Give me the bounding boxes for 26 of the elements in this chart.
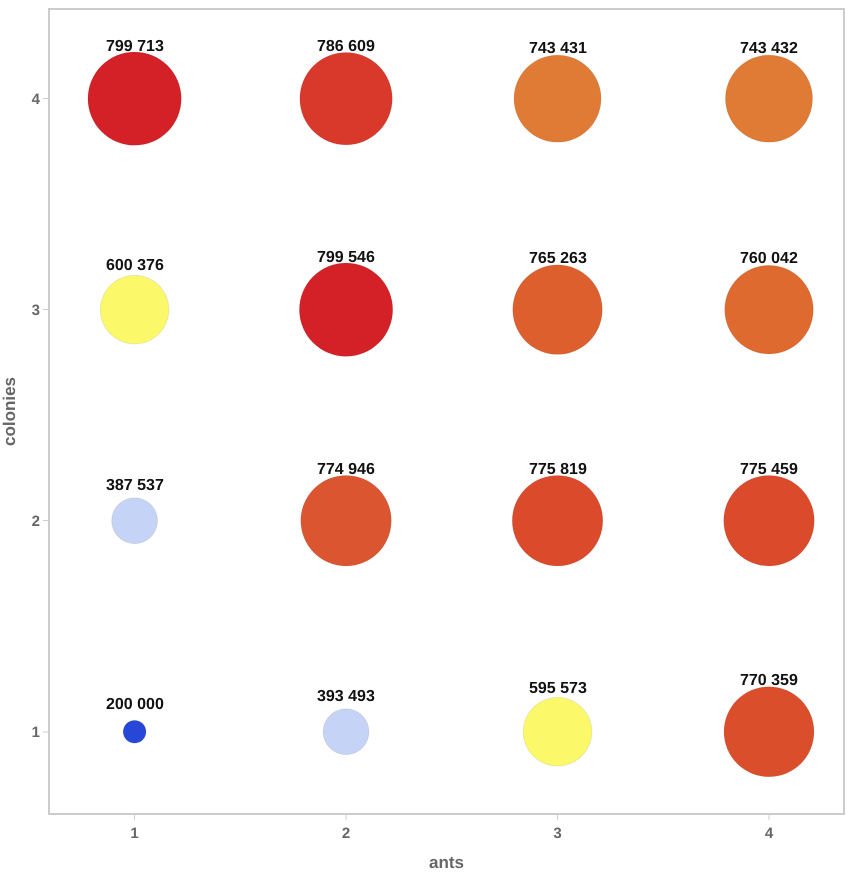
annotation: 600 376 [106, 257, 164, 274]
annotation: 387 537 [106, 477, 164, 494]
annotation: 393 493 [317, 688, 375, 705]
annotation: 743 432 [740, 40, 798, 57]
annotation: 595 573 [529, 680, 587, 697]
y-tick-label: 4 [32, 90, 41, 108]
annotation: 775 459 [740, 461, 798, 478]
annotation: 760 042 [740, 250, 798, 267]
annotation: 200 000 [106, 696, 164, 713]
x-tick-label: 2 [342, 825, 350, 842]
annotation: 765 263 [529, 250, 587, 267]
y-tick-label: 2 [32, 512, 40, 530]
y-tick-label: 3 [32, 302, 40, 319]
x-tick-label: 1 [130, 825, 139, 842]
y-tick-label: 1 [32, 724, 40, 741]
annotation: 775 819 [529, 461, 587, 478]
annotation: 743 431 [529, 40, 587, 57]
x-tick-label: 4 [764, 825, 774, 842]
annotation: 786 609 [317, 38, 375, 55]
annotation: 799 713 [106, 38, 164, 55]
annotation: 799 546 [317, 249, 375, 266]
annotation: 770 359 [740, 672, 798, 689]
y-axis-title: colonies [0, 377, 19, 446]
annotation: 774 946 [317, 461, 375, 478]
x-tick-label: 3 [553, 825, 562, 842]
x-axis-title: ants [429, 852, 464, 872]
